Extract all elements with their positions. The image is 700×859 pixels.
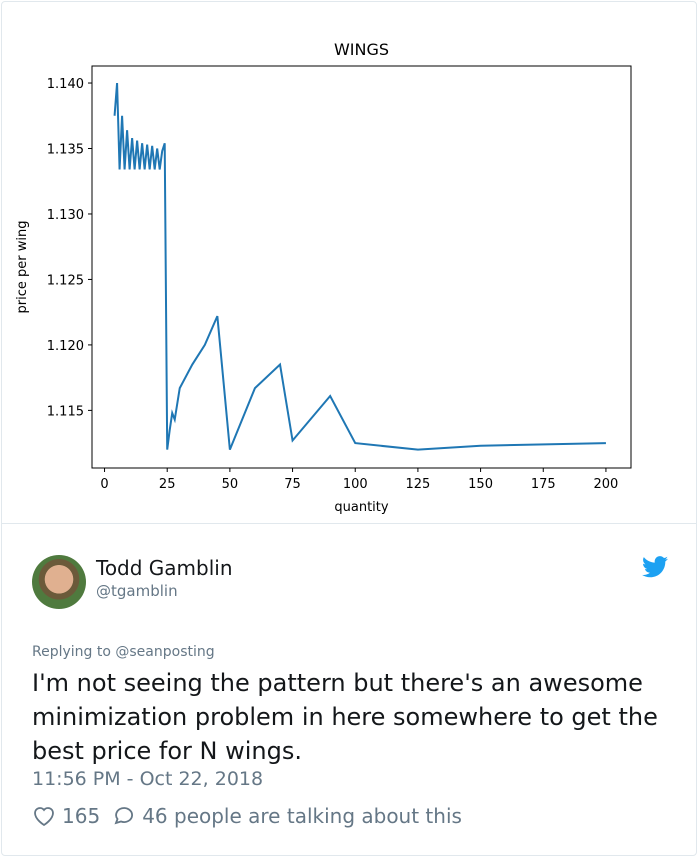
x-tick-label: 125 (405, 477, 430, 492)
chart-title: WINGS (334, 40, 389, 59)
x-tick-label: 50 (222, 477, 239, 492)
author-name[interactable]: Todd Gamblin (96, 556, 233, 580)
talking-count[interactable]: 46 people are talking about this (142, 804, 462, 828)
price-line (113, 82, 606, 451)
x-tick-label: 25 (159, 477, 176, 492)
x-tick-label: 200 (594, 477, 619, 492)
x-tick-label: 100 (343, 477, 368, 492)
tweet-text: I'm not seeing the pattern but there's a… (32, 669, 658, 765)
y-axis-label: price per wing (15, 221, 30, 314)
plot-frame (91, 65, 632, 469)
like-count: 165 (62, 804, 101, 828)
y-tick-label: 1.135 (47, 142, 84, 157)
wings-chart: WINGS quantity price per wing 0 25 50 75 100 125… (15, 40, 632, 515)
x-tick-label: 0 (100, 477, 108, 492)
avatar[interactable] (32, 555, 86, 609)
comment-icon[interactable] (112, 805, 136, 827)
x-axis-label: quantity (334, 500, 389, 515)
twitter-bird-icon[interactable] (642, 556, 668, 578)
x-tick-label: 175 (531, 477, 556, 492)
y-tick-label: 1.125 (47, 273, 84, 288)
heart-icon[interactable] (32, 805, 56, 827)
y-tick-label: 1.130 (47, 208, 84, 223)
x-tick-label: 75 (284, 477, 301, 492)
y-tick-label: 1.140 (47, 77, 84, 92)
author-handle[interactable]: @tgamblin (96, 582, 178, 600)
x-tick-label: 150 (468, 477, 493, 492)
replying-to[interactable]: Replying to @seanposting (32, 644, 215, 660)
y-tick-label: 1.120 (47, 339, 84, 354)
divider (1, 523, 697, 524)
timestamp[interactable]: 11:56 PM - Oct 22, 2018 (32, 768, 264, 790)
y-tick-label: 1.115 (47, 404, 84, 419)
tweet-actions: 165 46 people are talking about this (32, 804, 462, 828)
